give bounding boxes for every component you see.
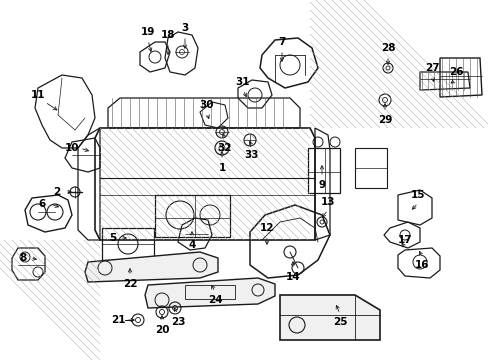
Polygon shape <box>280 295 379 340</box>
Text: 28: 28 <box>380 43 394 53</box>
Text: 25: 25 <box>332 317 346 327</box>
Bar <box>307 148 339 193</box>
Text: 32: 32 <box>217 143 232 153</box>
Text: 6: 6 <box>38 199 45 209</box>
Text: 15: 15 <box>410 190 425 200</box>
Text: 20: 20 <box>154 325 169 335</box>
Text: 27: 27 <box>424 63 438 73</box>
Text: 4: 4 <box>188 240 195 250</box>
Text: 24: 24 <box>207 295 222 305</box>
Text: 10: 10 <box>64 143 79 153</box>
Text: 22: 22 <box>122 279 137 289</box>
Text: 18: 18 <box>161 30 175 40</box>
Text: 8: 8 <box>20 253 26 263</box>
Text: 33: 33 <box>244 150 259 160</box>
Text: 7: 7 <box>278 37 285 47</box>
Text: 13: 13 <box>320 197 335 207</box>
Text: 21: 21 <box>110 315 125 325</box>
Polygon shape <box>145 278 274 308</box>
Polygon shape <box>85 252 218 282</box>
Text: 2: 2 <box>53 187 61 197</box>
Bar <box>184 285 235 299</box>
Text: 14: 14 <box>285 272 300 282</box>
Text: 5: 5 <box>109 233 116 243</box>
Text: 30: 30 <box>199 100 214 110</box>
Text: 26: 26 <box>448 67 462 77</box>
Text: 11: 11 <box>31 90 45 100</box>
Bar <box>155 195 229 237</box>
Text: 12: 12 <box>259 223 274 233</box>
Text: 16: 16 <box>414 260 428 270</box>
Bar <box>354 148 386 188</box>
Text: 19: 19 <box>141 27 155 37</box>
Bar <box>102 228 154 260</box>
Text: 1: 1 <box>218 163 225 173</box>
Text: 3: 3 <box>181 23 188 33</box>
Text: 29: 29 <box>377 115 391 125</box>
Text: 23: 23 <box>170 317 185 327</box>
Text: 17: 17 <box>397 235 411 245</box>
Text: 9: 9 <box>318 180 325 190</box>
Text: 31: 31 <box>235 77 250 87</box>
